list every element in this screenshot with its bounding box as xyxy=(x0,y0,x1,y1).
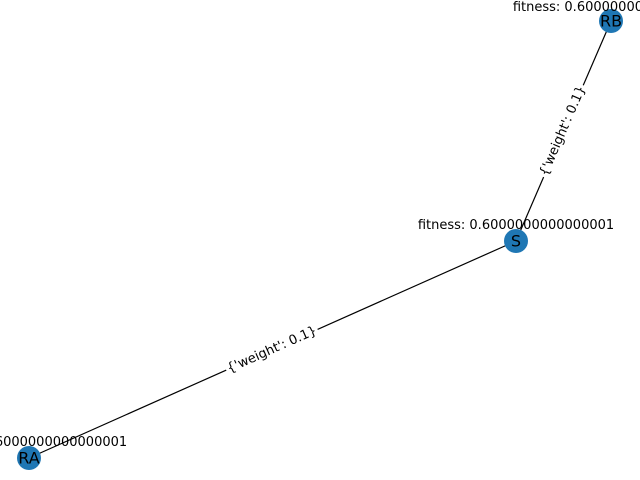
edge-label-s-ra: {'weight': 0.1} xyxy=(222,320,322,380)
node-s-fitness: fitness: 0.6000000000000001 xyxy=(418,218,614,233)
edge-label-s-rb: {'weight': 0.1} xyxy=(533,81,593,181)
node-rb-label: RB xyxy=(600,12,622,31)
edge-label-s-ra-text: {'weight': 0.1} xyxy=(225,323,319,376)
node-s-circle xyxy=(504,229,528,253)
node-s-label: S xyxy=(511,232,521,251)
node-rb-fitness: fitness: 0.6000000000000001 xyxy=(513,0,640,15)
node-ra: RA fitness: 0.6000000000000001 xyxy=(0,435,127,470)
node-ra-circle xyxy=(17,446,41,470)
node-rb-circle xyxy=(599,9,623,33)
edge-label-s-rb-text: {'weight': 0.1} xyxy=(537,84,589,179)
node-ra-label: RA xyxy=(18,449,39,468)
node-ra-fitness: fitness: 0.6000000000000001 xyxy=(0,435,127,450)
node-rb: RB fitness: 0.6000000000000001 xyxy=(513,0,640,33)
node-s: S fitness: 0.6000000000000001 xyxy=(418,218,614,253)
